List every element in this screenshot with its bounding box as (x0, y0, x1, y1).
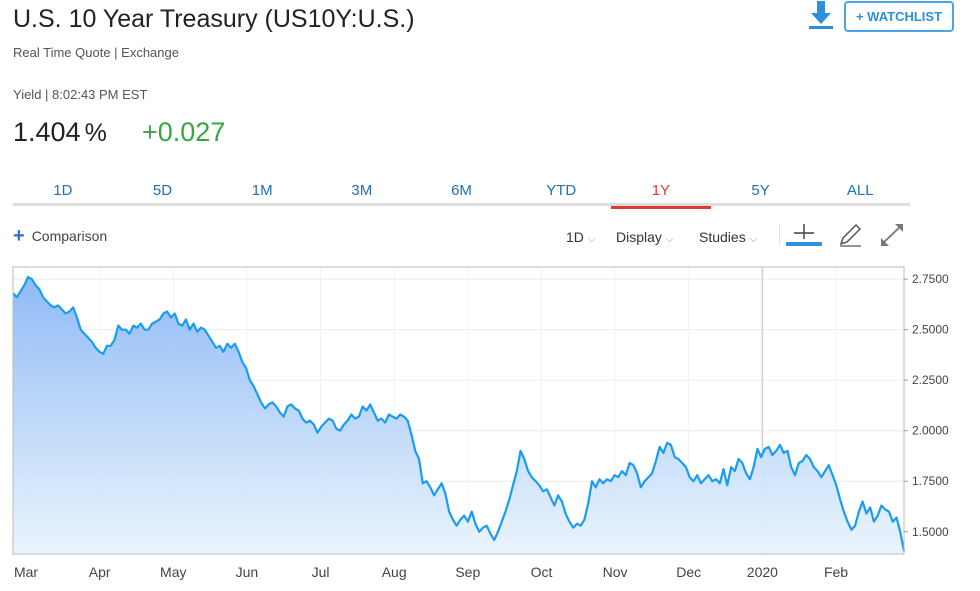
yield-value: 1.404 (13, 117, 81, 147)
interval-dropdown[interactable]: 1D ⌵ (566, 229, 596, 245)
plus-icon: + (13, 225, 25, 247)
price-chart[interactable]: 1.5000 1.7500 2.0000 2.2500 2.5000 2.7500 Mar… (0, 263, 980, 591)
yield-line (12, 276, 906, 552)
y-tick-label: 2.0000 (912, 424, 949, 438)
current-yield: 1.404% (13, 117, 107, 148)
y-tick-label: 1.7500 (912, 474, 949, 488)
time-range-tabs: 1D 5D 1M 3M 6M YTD 1Y 5Y ALL (13, 176, 910, 209)
studies-dropdown[interactable]: Studies ⌵ (699, 229, 757, 245)
tab-1m[interactable]: 1M (251, 182, 273, 199)
tab-all[interactable]: ALL (846, 182, 874, 199)
chevron-down-icon: ⌵ (587, 234, 596, 245)
page-title: U.S. 10 Year Treasury (US10Y:U.S.) (13, 5, 415, 33)
x-tick-label: Apr (89, 564, 111, 580)
interval-label: 1D (566, 229, 584, 245)
plot-border (12, 266, 905, 555)
tab-1d[interactable]: 1D (53, 182, 73, 199)
toolbar-divider (779, 224, 780, 246)
tab-ytd[interactable]: YTD (546, 182, 577, 199)
chart-svg: 1.5000 1.7500 2.0000 2.2500 2.5000 2.7500 Mar… (12, 266, 949, 580)
yield-area-fill (13, 277, 904, 554)
y-tick-label: 1.5000 (912, 525, 949, 539)
x-tick-label: Mar (14, 564, 38, 580)
x-tick-label: Dec (676, 564, 701, 580)
comparison-button[interactable]: + Comparison (13, 225, 108, 247)
add-to-watchlist-button[interactable]: + WATCHLIST (844, 1, 954, 32)
chevron-down-icon: ⌵ (749, 234, 758, 245)
x-tick-label: Jul (312, 564, 330, 580)
x-tick-label: May (160, 564, 186, 580)
chevron-down-icon: ⌵ (665, 234, 674, 245)
tab-3m[interactable]: 3M (351, 182, 373, 199)
pencil-icon[interactable] (831, 222, 869, 248)
x-tick-label: Sep (455, 564, 480, 580)
x-tick-label: Jun (236, 564, 259, 580)
tab-6m[interactable]: 6M (451, 182, 472, 199)
crosshair-icon[interactable] (785, 222, 823, 248)
quote-source: Real Time Quote | Exchange (13, 45, 179, 60)
x-tick-label: Oct (531, 564, 553, 580)
expand-icon[interactable] (873, 222, 911, 248)
y-axis: 1.5000 1.7500 2.0000 2.2500 2.5000 2.7500 (904, 272, 949, 539)
display-label: Display (616, 229, 662, 245)
download-icon[interactable] (808, 0, 834, 30)
tab-5y[interactable]: 5Y (751, 182, 770, 199)
y-tick-label: 2.7500 (912, 272, 949, 286)
x-tick-label: 2020 (747, 564, 778, 580)
tab-1y[interactable]: 1Y (611, 176, 711, 209)
x-axis: Mar Apr May Jun Jul Aug Sep Oct Nov Dec 2020 Feb (14, 564, 848, 580)
yield-unit: % (84, 119, 107, 147)
studies-label: Studies (699, 229, 746, 245)
yield-change: +0.027 (142, 117, 226, 147)
x-tick-label: Aug (382, 564, 407, 580)
tab-5d[interactable]: 5D (152, 182, 173, 199)
chart-toolbar: + Comparison 1D ⌵ Display ⌵ Studies ⌵ (13, 222, 910, 252)
x-tick-label: Feb (824, 564, 848, 580)
x-tick-label: Nov (603, 564, 628, 580)
y-tick-label: 2.2500 (912, 373, 949, 387)
y-tick-label: 2.5000 (912, 323, 949, 337)
display-dropdown[interactable]: Display ⌵ (616, 229, 674, 245)
comparison-label: Comparison (31, 228, 108, 244)
yield-timestamp: Yield | 8:02:43 PM EST (13, 87, 148, 102)
